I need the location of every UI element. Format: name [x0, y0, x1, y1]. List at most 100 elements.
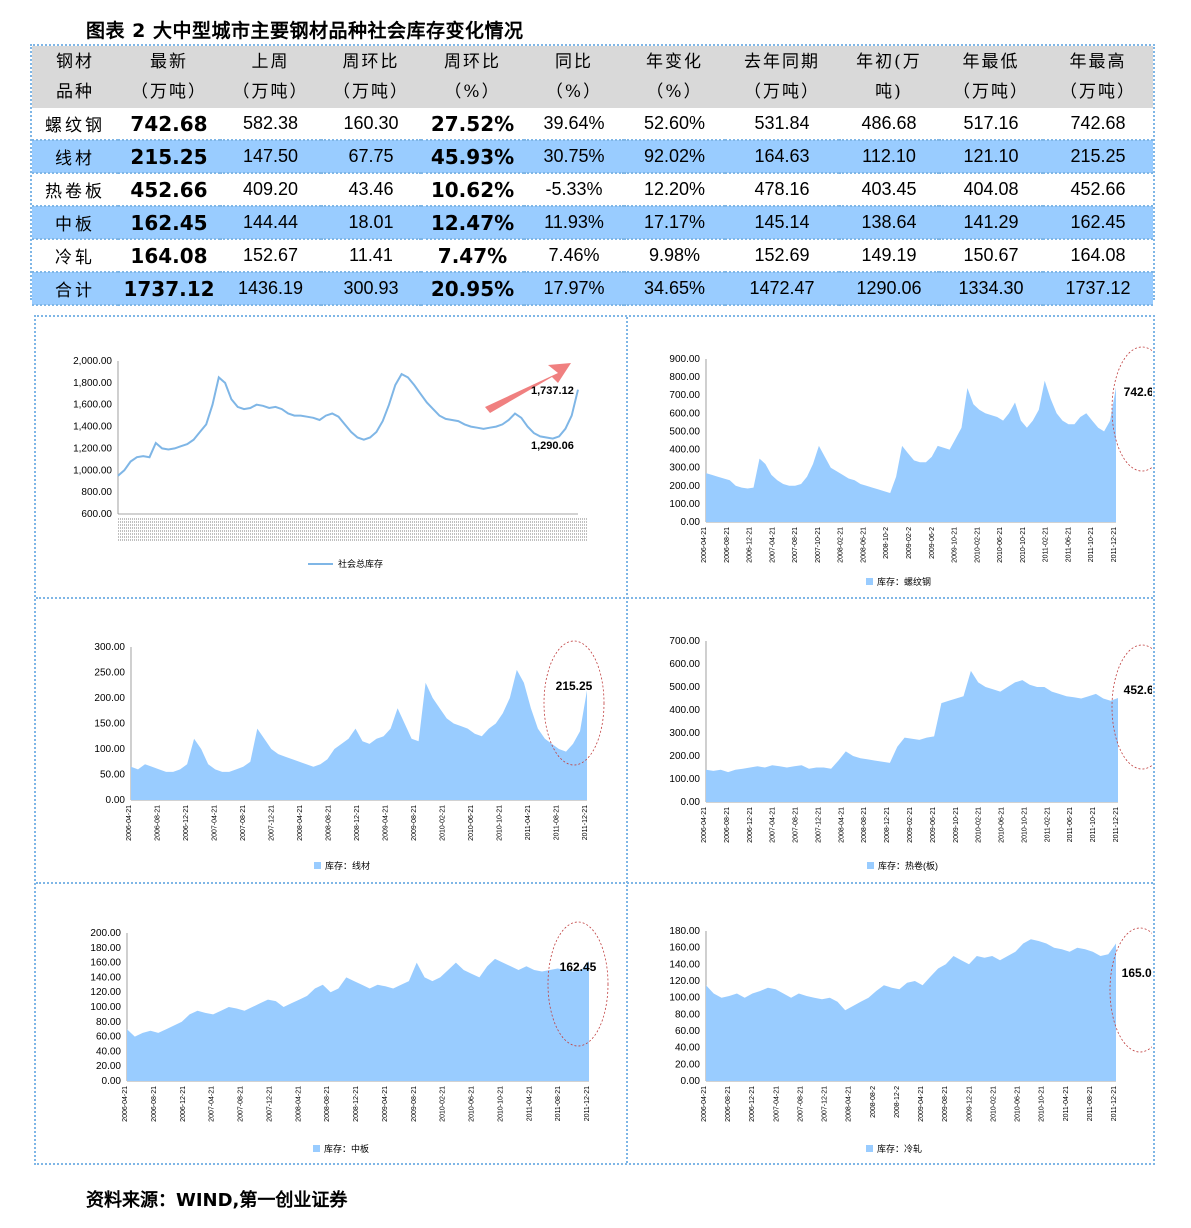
- legend-label: 库存：冷轧: [877, 1143, 922, 1154]
- legend-swatch: [866, 578, 873, 585]
- figure-title: 图表 2 大中型城市主要钢材品种社会库存变化情况: [86, 20, 524, 42]
- column-header-line: 上周: [251, 52, 290, 72]
- chart-rebar: 900.00 800.00 700.00 600.00 500.00 400.00 300.…: [669, 346, 1152, 587]
- y-tick-label: 200.00: [669, 751, 700, 762]
- x-tick-label: 2006-08-21: [151, 1086, 158, 1122]
- x-tick-label: 2009-02-21: [907, 807, 914, 843]
- column-header-line: 年最高: [1069, 52, 1127, 72]
- y-tick-label: 400.00: [669, 445, 700, 456]
- table-row: 中板 162.45 144.44 18.01 12.47% 11.93% 17.17% 145…: [32, 206, 1153, 240]
- value-cell: 404.08: [939, 173, 1043, 207]
- value-cell: 215.25: [118, 140, 220, 174]
- x-tick-label: 2008-04-21: [846, 1086, 853, 1122]
- x-tick-label: 2010-02-21: [974, 527, 981, 563]
- y-tick-label: 2,000.00: [73, 356, 112, 367]
- column-header-line: 钢材: [56, 52, 94, 72]
- column-header-line: （万吨）: [1060, 82, 1136, 102]
- value-cell: 92.02%: [624, 140, 725, 174]
- y-tick-label: 140.00: [90, 972, 121, 983]
- panel-divider-horizontal: [36, 597, 1153, 599]
- data-series-area: [131, 669, 587, 800]
- y-tick-label: 200.00: [669, 481, 700, 492]
- x-tick-label: 2008-02-21: [838, 527, 845, 563]
- column-header: 周环比 （%）: [421, 46, 524, 108]
- x-tick-label: 2008-12-21: [884, 807, 891, 843]
- data-source: 资料来源：WIND,第一创业证券: [86, 1190, 348, 1211]
- value-cell: 742.68: [118, 108, 220, 141]
- latest-value-annotation: 452.66: [1124, 683, 1152, 697]
- y-tick-label: 800.00: [669, 372, 700, 383]
- steel-type-cell: 螺纹钢: [32, 108, 118, 141]
- value-cell: 164.08: [1043, 239, 1153, 273]
- column-header-line: （%）: [444, 82, 501, 102]
- x-tick-label: 2011-08-21: [554, 805, 561, 840]
- data-series-area: [706, 939, 1116, 1081]
- x-tick-label: 2006-08-21: [724, 527, 731, 563]
- column-header: 去年同期 （万吨）: [725, 46, 839, 108]
- legend-label: 社会总库存: [338, 558, 383, 569]
- x-tick-label: 2008-08-2: [870, 1086, 877, 1118]
- column-header-line: 吨): [875, 82, 903, 102]
- y-tick-label: 160.00: [90, 958, 121, 969]
- year-start-annotation: 1,290.06: [531, 440, 574, 452]
- x-tick-label: 2009-10-21: [952, 527, 959, 563]
- y-tick-label: 300.00: [669, 463, 700, 474]
- x-tick-label: 2008-08-21: [324, 1086, 331, 1122]
- highlight-ellipse: [1111, 346, 1152, 472]
- value-cell: 30.75%: [524, 140, 624, 174]
- column-header-line: 年初(万: [856, 52, 922, 72]
- chart-medium-plate: 200.00 180.00 160.00 140.00 120.00 100.00 80.0…: [90, 921, 609, 1154]
- x-tick-label: 2006-08-21: [724, 807, 731, 843]
- y-tick-label: 600.00: [81, 509, 112, 520]
- y-tick-label: 100.00: [669, 993, 700, 1004]
- steel-type-cell: 线材: [32, 140, 118, 174]
- x-tick-label: 2006-04-21: [122, 1086, 129, 1122]
- x-tick-label: 2007-08-21: [792, 527, 799, 563]
- x-tick-label: 2011-06-21: [1065, 527, 1072, 562]
- value-cell: 67.75: [321, 140, 421, 174]
- latest-value-annotation: 162.45: [560, 960, 597, 974]
- x-tick-label: 2007-04-21: [770, 807, 777, 843]
- y-tick-label: 200.00: [94, 693, 125, 704]
- y-tick-label: 180.00: [669, 926, 700, 937]
- value-cell: 403.45: [839, 173, 939, 207]
- y-tick-label: 80.00: [675, 1009, 700, 1020]
- value-cell: 1334.30: [939, 272, 1043, 306]
- x-tick-label: 2009-04-21: [382, 1086, 389, 1122]
- value-cell: 517.16: [939, 108, 1043, 141]
- y-tick-label: 180.00: [90, 943, 121, 954]
- x-tick-label: 2007-04-21: [209, 1086, 216, 1122]
- y-tick-label: 20.00: [96, 1061, 121, 1072]
- latest-value-annotation: 165.00: [1122, 966, 1152, 980]
- x-tick-label: 2008-06-21: [860, 527, 867, 563]
- y-tick-label: 20.00: [675, 1059, 700, 1070]
- chart-cold-rolled: 180.00 160.00 140.00 120.00 100.00 80.00 60.00…: [669, 926, 1152, 1154]
- y-tick-label: 500.00: [669, 426, 700, 437]
- value-cell: 39.64%: [524, 108, 624, 141]
- x-tick-label: 2010-02-21: [440, 1086, 447, 1122]
- y-tick-label: 100.00: [669, 774, 700, 785]
- column-header: 年最低 （万吨）: [939, 46, 1043, 108]
- y-tick-label: 40.00: [96, 1046, 121, 1057]
- y-tick-label: 600.00: [669, 659, 700, 670]
- x-tick-label: 2009-06-2: [929, 527, 936, 559]
- column-header-line: （万吨）: [232, 82, 309, 102]
- value-cell: 45.93%: [421, 140, 524, 174]
- y-tick-label: 1,400.00: [73, 422, 112, 433]
- y-tick-label: 700.00: [669, 390, 700, 401]
- table-row: 线材 215.25 147.50 67.75 45.93% 30.75% 92.02% 164…: [32, 140, 1153, 174]
- value-cell: 52.60%: [624, 108, 725, 141]
- value-cell: 34.65%: [624, 272, 725, 306]
- x-tick-label: 2011-10-21: [1088, 527, 1095, 562]
- value-cell: 11.41: [321, 239, 421, 273]
- x-tick-label: 2006-04-21: [701, 1086, 708, 1122]
- x-tick-label: 2010-02-21: [990, 1086, 997, 1122]
- y-tick-label: 500.00: [669, 682, 700, 693]
- panel-divider-vertical: [626, 317, 628, 1163]
- value-cell: 452.66: [118, 173, 220, 207]
- x-tick-label: 2009-04-21: [918, 1086, 925, 1122]
- y-tick-label: 200.00: [90, 928, 121, 939]
- value-cell: 300.93: [321, 272, 421, 306]
- x-tick-label: 2008-04-21: [838, 807, 845, 843]
- value-cell: 150.67: [939, 239, 1043, 273]
